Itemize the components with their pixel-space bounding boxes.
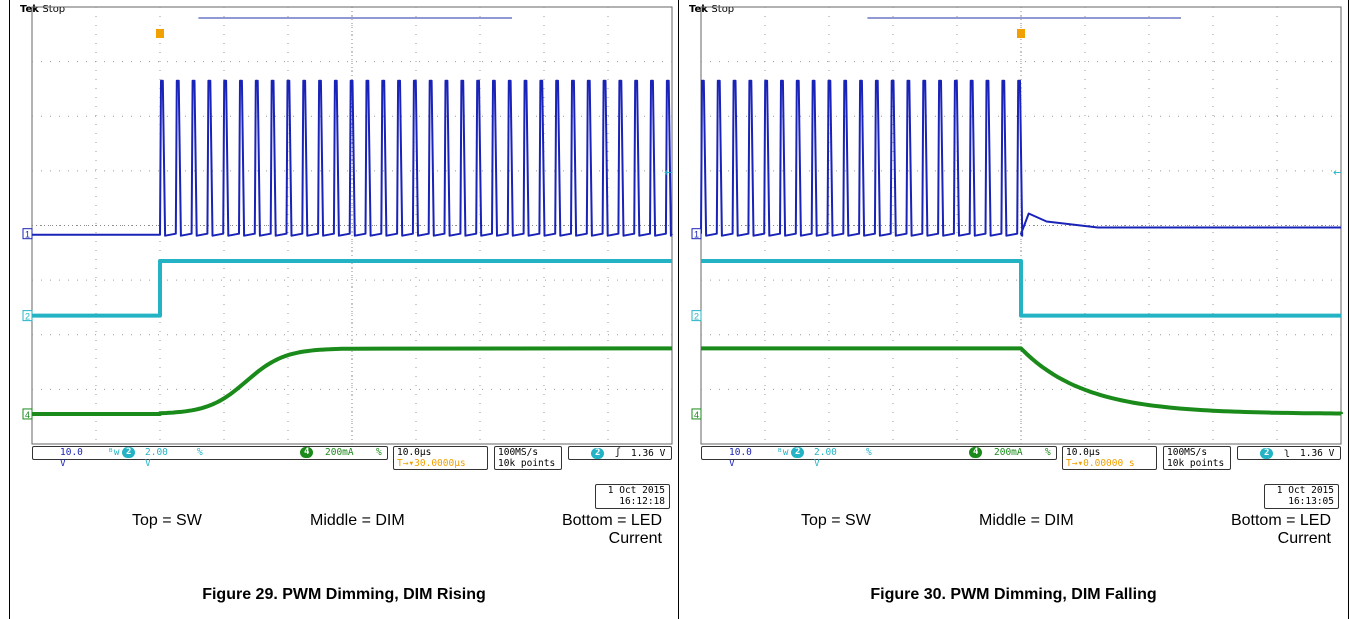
timestamp: 1 Oct 2015 16:13:05 [1264,484,1339,509]
delay: T→▾0.00000 s [1066,458,1135,469]
ch2-pct: % [866,447,872,458]
ch2-scale: 2.00 V [145,447,168,469]
scope-brand: Tek Stop [20,4,66,15]
ch4-chip: 4 [300,447,314,458]
timebase: 10.0μs [397,447,432,458]
channel-2-label: 2 [694,312,699,322]
timebase: 10.0μs [1066,447,1101,458]
trigger-box: 2 ʅ 1.36 V [1237,446,1341,460]
channel-2-label: 2 [25,312,30,322]
scope-screen-30: Tek Stop 1 2 4 ← 1 10.0 V ᴮw 2 2.00 V % 4 2… [679,0,1349,470]
ch2-scale: 2.00 V [814,447,837,469]
trigger-position-marker [1017,29,1025,38]
ch1-scale: 10.0 V [729,447,752,469]
waveform-plot: 1 2 4 ← [22,6,673,445]
ch4-pct: % [1045,447,1051,458]
channel-1-label: 1 [694,230,699,240]
trigger-level-arrow: ← [664,166,673,179]
channel-4-marker [691,408,702,420]
acquisition-box: 100MS/s 10k points [494,446,562,470]
trigger-edge-icon: ʃ [615,447,621,458]
legend-top: Top = SW [132,512,202,529]
figure-29-panel: Tek Stop 1 2 4 ← 1 10.0 V ᴮw 2 2.00 V % 4 2… [9,0,679,619]
channel-1-marker [22,228,33,240]
ch2-chip: 2 [122,447,136,458]
scope-brand: Tek Stop [689,4,735,15]
ch4-scale: 200mA [994,447,1023,458]
figure-caption: Figure 29. PWM Dimming, DIM Rising [202,586,486,603]
trigger-level: 1.36 V [631,448,666,459]
trigger-level-arrow: ← [1333,166,1342,179]
legend-middle: Middle = DIM [979,512,1074,529]
channel-4-label: 4 [694,410,699,420]
figure-caption: Figure 30. PWM Dimming, DIM Falling [870,586,1157,603]
timebase-box: 10.0μs T→▾0.00000 s [1062,446,1157,470]
ch4-pct: % [376,447,382,458]
trace-top-sw [32,79,673,237]
legend-bottom: Bottom = LED Current [561,512,662,547]
ch1-scale: 10.0 V [60,447,83,469]
channel-2-marker [22,310,33,322]
trigger-position-marker [156,29,164,38]
acquisition-box: 100MS/s 10k points [1163,446,1231,470]
trace-top-sw [700,79,1341,237]
ch1-chip: 1 [710,447,716,457]
trigger-edge-icon: ʅ [1284,447,1290,458]
channel-1-marker [691,228,702,240]
record-length: 10k points [498,458,556,469]
channel-1-label: 1 [25,230,30,240]
legend-bottom: Bottom = LED Current [1230,512,1331,547]
trace-bottom-led-current [32,346,673,416]
channel-4-marker [22,408,33,420]
channel-4-label: 4 [25,410,30,420]
figure-30-panel: Tek Stop 1 2 4 ← 1 10.0 V ᴮw 2 2.00 V % 4 2… [679,0,1349,619]
ch2-pct: % [197,447,203,458]
record-length: 10k points [1167,458,1225,469]
trigger-channel: 2 [591,448,605,459]
ch4-scale: 200mA [325,447,354,458]
waveform-plot: 1 2 4 ← [691,6,1343,445]
trace-middle-dim [701,259,1341,318]
trigger-channel: 2 [1260,448,1274,459]
timebase-box: 10.0μs T→▾30.0000μs [393,446,488,470]
sample-rate: 100MS/s [1167,447,1208,458]
channel-2-marker [691,310,702,322]
delay: T→▾30.0000μs [397,458,466,469]
bw-limit: ᴮw [777,447,789,458]
trigger-level: 1.36 V [1300,448,1335,459]
trace-middle-dim [32,259,672,318]
ch1-chip: 1 [41,447,47,457]
trace-bottom-led-current [701,346,1343,416]
ch4-chip: 4 [969,447,983,458]
scope-screen-29: Tek Stop 1 2 4 ← 1 10.0 V ᴮw 2 2.00 V % 4 2… [10,0,680,470]
sample-rate: 100MS/s [498,447,539,458]
legend-middle: Middle = DIM [310,512,405,529]
timestamp: 1 Oct 2015 16:12:18 [595,484,670,509]
bw-limit: ᴮw [108,447,120,458]
ch2-chip: 2 [791,447,805,458]
legend-top: Top = SW [801,512,871,529]
trigger-box: 2 ʃ 1.36 V [568,446,672,460]
